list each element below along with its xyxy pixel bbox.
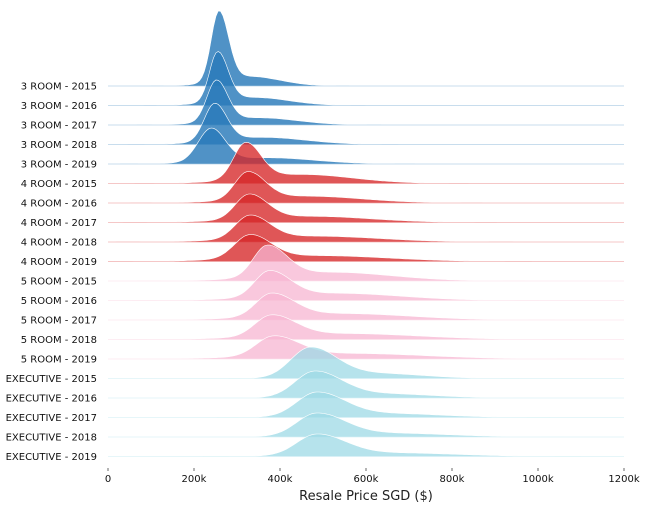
- ridge-5-room-2018: [108, 314, 624, 340]
- row-label: EXECUTIVE - 2018: [6, 433, 97, 444]
- row-label: 3 ROOM - 2018: [21, 140, 97, 151]
- x-tick-label: 600k: [354, 474, 379, 485]
- ridge-executive-2017: [108, 391, 624, 418]
- row-label: 4 ROOM - 2016: [21, 199, 97, 210]
- row-label: 4 ROOM - 2019: [21, 257, 97, 268]
- x-tick-label: 200k: [182, 474, 207, 485]
- ridge-4-room-2019: [107, 234, 624, 262]
- x-axis-label: Resale Price SGD ($): [299, 489, 433, 504]
- ridge-3-room-2019: [108, 127, 624, 165]
- row-label: EXECUTIVE - 2019: [6, 452, 97, 463]
- ridge-executive-2019: [108, 433, 624, 457]
- ridge-4-room-2016: [108, 171, 624, 204]
- x-tick-label: 1000k: [522, 474, 553, 485]
- ridge-5-room-2016: [108, 270, 624, 301]
- x-tick-label: 0: [105, 474, 111, 485]
- ridge-4-room-2018: [108, 214, 624, 243]
- x-tick-label: 1200k: [608, 474, 639, 485]
- ridge-4-room-2017: [108, 193, 624, 223]
- row-label: 5 ROOM - 2018: [21, 335, 97, 346]
- ridge-3-room-2017: [108, 79, 624, 126]
- ridge-executive-2018: [108, 412, 624, 438]
- row-label: 4 ROOM - 2017: [21, 218, 97, 229]
- row-label: EXECUTIVE - 2017: [6, 413, 97, 424]
- row-label: 3 ROOM - 2019: [21, 160, 97, 171]
- row-label: 3 ROOM - 2016: [21, 101, 97, 112]
- ridge-5-room-2015: [108, 244, 624, 282]
- row-label: 5 ROOM - 2016: [21, 296, 97, 307]
- row-label: 5 ROOM - 2015: [21, 277, 97, 288]
- row-label: 5 ROOM - 2019: [21, 355, 97, 366]
- ridge-4-room-2015: [108, 141, 624, 184]
- ridge-3-room-2015: [108, 10, 624, 87]
- row-label: 3 ROOM - 2015: [21, 82, 97, 93]
- ridge-executive-2015: [108, 346, 624, 379]
- row-label: EXECUTIVE - 2015: [6, 374, 97, 385]
- row-label: 3 ROOM - 2017: [21, 121, 97, 132]
- ridge-5-room-2019: [108, 335, 624, 360]
- row-label: EXECUTIVE - 2016: [6, 394, 97, 405]
- row-label: 4 ROOM - 2015: [21, 179, 97, 190]
- ridges-layer: [107, 10, 624, 457]
- x-tick-label: 800k: [440, 474, 465, 485]
- x-tick-label: 400k: [268, 474, 293, 485]
- ridge-3-room-2016: [108, 51, 624, 106]
- ridge-3-room-2018: [108, 102, 624, 145]
- row-label: 4 ROOM - 2018: [21, 238, 97, 249]
- ridge-5-room-2017: [108, 292, 624, 321]
- x-axis: 0 200k 400k 600k 800k 1000k 1200k: [105, 468, 640, 485]
- row-labels-layer: 3 ROOM - 2015 3 ROOM - 2016 3 ROOM - 2017 3…: [6, 82, 97, 464]
- row-label: 5 ROOM - 2017: [21, 316, 97, 327]
- ridge-executive-2016: [108, 370, 624, 399]
